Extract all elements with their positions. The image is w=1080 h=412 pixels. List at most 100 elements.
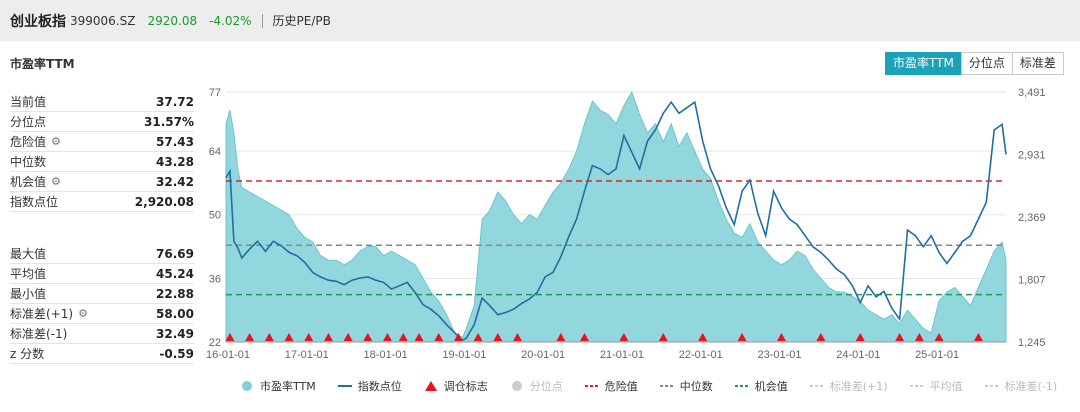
- legend-item[interactable]: 标准差(+1): [809, 378, 888, 394]
- left-axis-tick-label: 50: [209, 210, 221, 222]
- right-axis-tick-label: 2,369: [1018, 212, 1046, 224]
- stat-label: 危险值 ⚙: [10, 133, 61, 150]
- stat-label: 标准差(+1) ⚙: [10, 305, 88, 322]
- rebalance-marker: [343, 333, 353, 341]
- stat-label-text: 标准差(-1): [10, 327, 68, 341]
- stat-value: 22.88: [156, 286, 194, 301]
- settings-gear-icon[interactable]: ⚙: [51, 175, 61, 188]
- rebalance-marker: [398, 333, 408, 341]
- legend-item[interactable]: 市盈率TTM: [240, 378, 316, 394]
- stat-label-text: 当前值: [10, 95, 47, 109]
- stat-row: 最大值 76.69: [10, 244, 194, 264]
- x-axis-tick-label: 21-01-01: [600, 349, 644, 361]
- rebalance-marker: [304, 333, 314, 341]
- stat-label: 分位点: [10, 113, 46, 130]
- legend-item[interactable]: 标准差(-1): [984, 378, 1057, 394]
- legend-item[interactable]: 调仓标志: [424, 378, 488, 394]
- stat-label: 平均值: [10, 265, 46, 282]
- stat-value: 58.00: [156, 306, 194, 321]
- left-axis-tick-label: 77: [209, 87, 221, 99]
- x-axis-tick-label: 24-01-01: [836, 349, 880, 361]
- stat-value: 37.72: [156, 94, 194, 109]
- chart-legend: 市盈率TTM 指数点位 调仓标志 分位点 危险值 中位数 机会值 标准差(+1) 平均值 标准差(…: [240, 376, 1079, 396]
- legend-item[interactable]: 机会值: [734, 378, 788, 394]
- rebalance-marker: [556, 333, 566, 341]
- stat-label: 指数点位: [10, 193, 58, 210]
- x-axis-tick-label: 22-01-01: [679, 349, 723, 361]
- stats-top: 当前值 37.72 分位点 31.57% 危险值 ⚙ 57.43 中位数 43.28 机会值 ⚙ 32…: [10, 92, 194, 212]
- legend-label: 指数点位: [357, 380, 402, 393]
- index-points-line: [225, 100, 1007, 342]
- left-axis-tick-label: 36: [209, 273, 221, 285]
- tab-pe-ttm[interactable]: 市盈率TTM: [885, 52, 962, 75]
- left-axis-tick-label: 64: [209, 146, 221, 158]
- rebalance-marker: [973, 333, 983, 341]
- tab-percentile[interactable]: 分位点: [960, 52, 1013, 75]
- stat-label-text: 中位数: [10, 155, 47, 169]
- legend-label: 平均值: [929, 380, 963, 393]
- legend-label: 市盈率TTM: [260, 380, 316, 393]
- stat-label: 机会值 ⚙: [10, 173, 61, 190]
- legend-symbol-icon: [511, 381, 522, 391]
- settings-gear-icon[interactable]: ⚙: [51, 135, 61, 148]
- stat-row: 机会值 ⚙ 32.42: [10, 172, 194, 192]
- stat-row: 分位点 31.57%: [10, 112, 194, 132]
- rebalance-marker: [434, 333, 444, 341]
- legend-item[interactable]: 平均值: [909, 378, 963, 394]
- stat-label: 最大值: [10, 245, 46, 262]
- legend-symbol-icon: [659, 385, 674, 387]
- legend-symbol-icon: [734, 385, 749, 387]
- index-code: 399006.SZ: [70, 13, 136, 28]
- rebalance-marker: [245, 333, 255, 341]
- stat-label: 最小值: [10, 285, 46, 302]
- rebalance-marker: [473, 333, 483, 341]
- stat-label-text: 标准差(+1): [10, 307, 74, 321]
- settings-gear-icon[interactable]: ⚙: [78, 307, 88, 320]
- tab-std-dev[interactable]: 标准差: [1011, 52, 1064, 75]
- history-pe-pb-link[interactable]: 历史PE/PB: [272, 14, 331, 28]
- rebalance-marker: [513, 333, 523, 341]
- left-axis-tick-label: 22: [209, 337, 221, 349]
- legend-symbol-icon: [984, 385, 999, 387]
- legend-item[interactable]: 分位点: [510, 378, 563, 394]
- rebalance-marker: [579, 333, 589, 341]
- right-axis-tick-label: 1,245: [1018, 337, 1046, 349]
- stat-row: 当前值 37.72: [10, 92, 194, 112]
- stats-bottom: 最大值 76.69 平均值 45.24 最小值 22.88 标准差(+1) ⚙ 58.00 标准差…: [10, 244, 194, 364]
- stat-value: -0.59: [159, 346, 194, 361]
- stat-label: 当前值: [10, 93, 46, 110]
- stat-row: 最小值 22.88: [10, 284, 194, 304]
- rebalance-marker: [284, 333, 294, 341]
- legend-item[interactable]: 危险值: [584, 378, 638, 394]
- rebalance-marker: [658, 333, 668, 341]
- pe-chart[interactable]: 22 36 50 64 77 1,245 1,807 2,369 2,931 3,491 16-01…: [200, 86, 1080, 366]
- stat-label: 标准差(-1): [10, 325, 67, 342]
- stat-value: 43.28: [156, 154, 194, 169]
- legend-item[interactable]: 指数点位: [337, 378, 402, 394]
- x-axis-tick-label: 23-01-01: [757, 349, 801, 361]
- x-axis-tick-label: 20-01-01: [521, 349, 565, 361]
- rebalance-marker: [264, 333, 274, 341]
- rebalance-marker: [855, 333, 865, 341]
- legend-label: 中位数: [679, 380, 713, 393]
- stat-row: 平均值 45.24: [10, 264, 194, 284]
- rebalance-marker: [776, 333, 786, 341]
- rebalance-marker: [737, 333, 747, 341]
- rebalance-marker: [619, 333, 629, 341]
- stat-label-text: 机会值: [10, 175, 47, 189]
- stat-label-text: 最小值: [10, 287, 47, 301]
- rebalance-marker: [493, 333, 503, 341]
- legend-label: 机会值: [754, 380, 788, 393]
- right-axis-tick-label: 1,807: [1018, 275, 1046, 287]
- legend-symbol-icon: [584, 385, 599, 387]
- legend-symbol-icon: [909, 385, 924, 387]
- stat-row: 标准差(-1) 32.49: [10, 324, 194, 344]
- stat-value: 76.69: [156, 246, 194, 261]
- legend-item[interactable]: 中位数: [659, 378, 713, 394]
- rebalance-marker: [323, 333, 333, 341]
- legend-label: 分位点: [529, 380, 563, 393]
- legend-symbol-icon: [424, 381, 437, 391]
- legend-label: 危险值: [604, 380, 638, 393]
- x-axis-tick-label: 18-01-01: [364, 349, 408, 361]
- stat-label: 中位数: [10, 153, 46, 170]
